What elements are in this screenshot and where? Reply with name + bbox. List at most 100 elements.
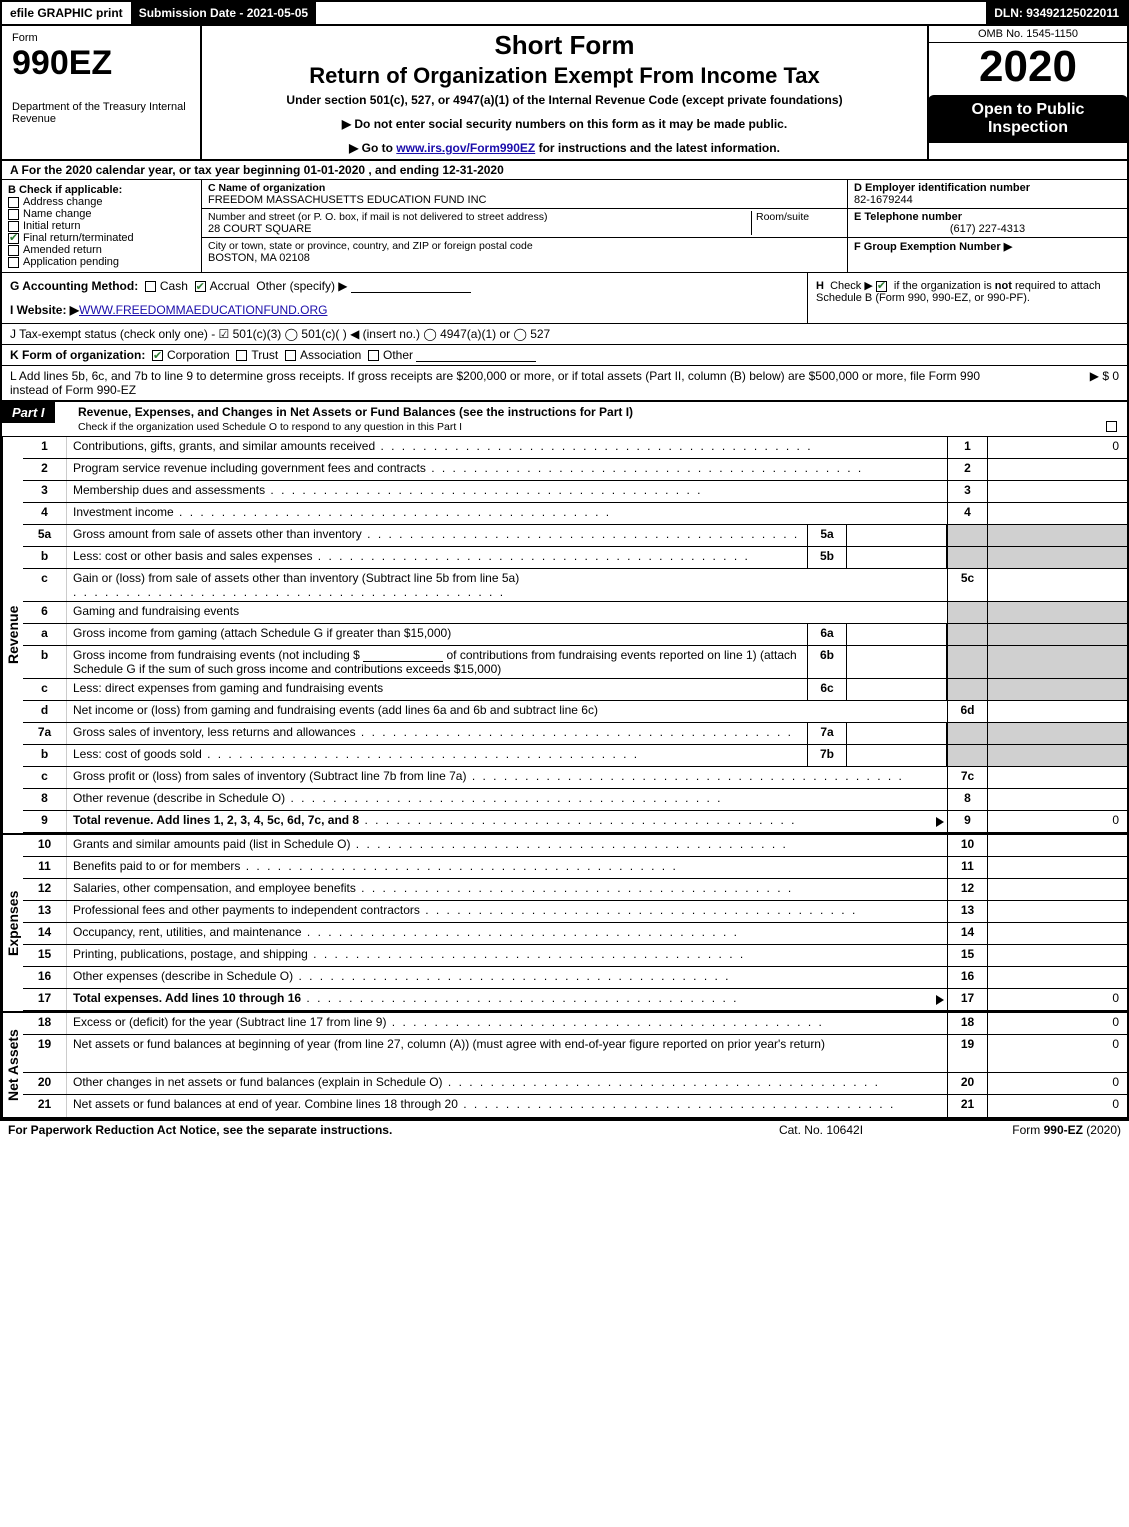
line-7c-desc: Gross profit or (loss) from sales of inv… (73, 769, 466, 783)
header-left: Form 990EZ Department of the Treasury In… (2, 26, 202, 159)
chk-initial-return[interactable]: Initial return (8, 220, 195, 232)
other-org-input[interactable] (416, 350, 536, 362)
line-13-desc: Professional fees and other payments to … (73, 903, 420, 917)
revenue-section: Revenue 1Contributions, gifts, grants, a… (2, 437, 1127, 835)
submission-date-badge: Submission Date - 2021-05-05 (131, 2, 316, 24)
line-15-amt (987, 945, 1127, 966)
line-10-desc: Grants and similar amounts paid (list in… (73, 837, 350, 851)
line-5a-val (847, 525, 947, 546)
phone-value: (617) 227-4313 (854, 223, 1121, 235)
line-7b-desc: Less: cost of goods sold (73, 747, 202, 761)
expenses-vlabel: Expenses (2, 835, 23, 1011)
chk-amended-return[interactable]: Amended return (8, 244, 195, 256)
subtitle: Under section 501(c), 527, or 4947(a)(1)… (210, 93, 919, 107)
line-6b-blank[interactable] (363, 650, 443, 662)
line-7a-desc: Gross sales of inventory, less returns a… (73, 725, 356, 739)
footer-right: Form 990-EZ (2020) (921, 1123, 1121, 1137)
line-5c-amt (987, 569, 1127, 601)
line-10-amt (987, 835, 1127, 856)
footer-mid: Cat. No. 10642I (721, 1123, 921, 1137)
line-5b-val (847, 547, 947, 568)
chk-trust[interactable] (236, 350, 247, 361)
main-title: Return of Organization Exempt From Incom… (210, 63, 919, 89)
period-line: A For the 2020 calendar year, or tax yea… (2, 161, 1127, 180)
part-i-checkline: Check if the organization used Schedule … (78, 421, 462, 433)
chk-schedule-b-not-required[interactable] (876, 281, 887, 292)
chk-schedule-o-part-i[interactable] (1106, 421, 1117, 432)
line-4-desc: Investment income (73, 505, 174, 519)
other-specify-input[interactable] (351, 281, 471, 293)
line-6c-desc: Less: direct expenses from gaming and fu… (73, 681, 383, 695)
box-b-title: B Check if applicable: (8, 184, 195, 196)
line-1-desc: Contributions, gifts, grants, and simila… (73, 439, 375, 453)
line-1-amt: 0 (987, 437, 1127, 458)
line-16-desc: Other expenses (describe in Schedule O) (73, 969, 293, 983)
form-page: efile GRAPHIC print Submission Date - 20… (0, 0, 1129, 1121)
line-9-amt: 0 (987, 811, 1127, 832)
top-bar: efile GRAPHIC print Submission Date - 20… (2, 2, 1127, 26)
info-block: B Check if applicable: Address change Na… (2, 180, 1127, 273)
efile-print-label[interactable]: efile GRAPHIC print (2, 2, 131, 24)
box-b: B Check if applicable: Address change Na… (2, 180, 202, 272)
box-def: D Employer identification number 82-1679… (847, 180, 1127, 272)
line-8-desc: Other revenue (describe in Schedule O) (73, 791, 285, 805)
city-value: BOSTON, MA 02108 (208, 252, 841, 264)
line-5c-desc: Gain or (loss) from sale of assets other… (73, 571, 519, 585)
department-label: Department of the Treasury Internal Reve… (12, 101, 190, 125)
line-2-desc: Program service revenue including govern… (73, 461, 426, 475)
chk-address-change[interactable]: Address change (8, 196, 195, 208)
line-19-desc: Net assets or fund balances at beginning… (73, 1037, 825, 1051)
chk-application-pending[interactable]: Application pending (8, 256, 195, 268)
chk-cash[interactable] (145, 281, 156, 292)
expenses-section: Expenses 10Grants and similar amounts pa… (2, 835, 1127, 1013)
irs-link[interactable]: www.irs.gov/Form990EZ (396, 141, 535, 155)
instructions-link-line: ▶ Go to www.irs.gov/Form990EZ for instru… (210, 141, 919, 155)
line-2-amt (987, 459, 1127, 480)
line-20-amt: 0 (987, 1073, 1127, 1094)
phone-label: E Telephone number (854, 211, 1121, 223)
line-12-amt (987, 879, 1127, 900)
note2-post: for instructions and the latest informat… (535, 141, 780, 155)
line-18-desc: Excess or (deficit) for the year (Subtra… (73, 1015, 386, 1029)
group-exemption-label: F Group Exemption Number ▶ (854, 241, 1012, 253)
h-check-text: Check ▶ (830, 280, 873, 292)
line-14-desc: Occupancy, rent, utilities, and maintena… (73, 925, 302, 939)
dln-badge: DLN: 93492125022011 (986, 2, 1127, 24)
revenue-vlabel: Revenue (2, 437, 23, 833)
ssn-warning: ▶ Do not enter social security numbers o… (210, 117, 919, 131)
org-name: FREEDOM MASSACHUSETTS EDUCATION FUND INC (208, 194, 841, 206)
form-header: Form 990EZ Department of the Treasury In… (2, 26, 1127, 161)
line-5b-desc: Less: cost or other basis and sales expe… (73, 549, 312, 563)
line-7b-val (847, 745, 947, 766)
line-21-amt: 0 (987, 1095, 1127, 1117)
header-mid: Short Form Return of Organization Exempt… (202, 26, 927, 159)
street-label: Number and street (or P. O. box, if mail… (208, 211, 751, 223)
omb-number: OMB No. 1545-1150 (929, 26, 1127, 43)
line-21-desc: Net assets or fund balances at end of ye… (73, 1097, 458, 1111)
line-6-desc: Gaming and fundraising events (73, 604, 239, 618)
line-8-amt (987, 789, 1127, 810)
chk-association[interactable] (285, 350, 296, 361)
line-19-amt: 0 (987, 1035, 1127, 1072)
line-3-amt (987, 481, 1127, 502)
chk-final-return[interactable]: Final return/terminated (8, 232, 195, 244)
line-20-desc: Other changes in net assets or fund bala… (73, 1075, 443, 1089)
line-14-amt (987, 923, 1127, 944)
line-l: L Add lines 5b, 6c, and 7b to line 9 to … (2, 366, 1127, 401)
website-label: I Website: ▶ (10, 303, 79, 317)
form-number: 990EZ (12, 44, 190, 83)
chk-other[interactable] (368, 350, 379, 361)
line-15-desc: Printing, publications, postage, and shi… (73, 947, 308, 961)
line-h: H Check ▶ if the organization is not req… (807, 273, 1127, 323)
chk-corporation[interactable] (152, 350, 163, 361)
line-6c-val (847, 679, 947, 700)
chk-name-change[interactable]: Name change (8, 208, 195, 220)
chk-accrual[interactable] (195, 281, 206, 292)
form-word: Form (12, 32, 190, 44)
line-l-amount: ▶ $ 0 (999, 369, 1119, 397)
line-6d-amt (987, 701, 1127, 722)
topbar-spacer (316, 2, 986, 24)
open-to-public-badge: Open to Public Inspection (928, 95, 1128, 143)
website-link[interactable]: WWW.FREEDOMMAEDUCATIONFUND.ORG (79, 303, 327, 317)
line-5a-desc: Gross amount from sale of assets other t… (73, 527, 362, 541)
